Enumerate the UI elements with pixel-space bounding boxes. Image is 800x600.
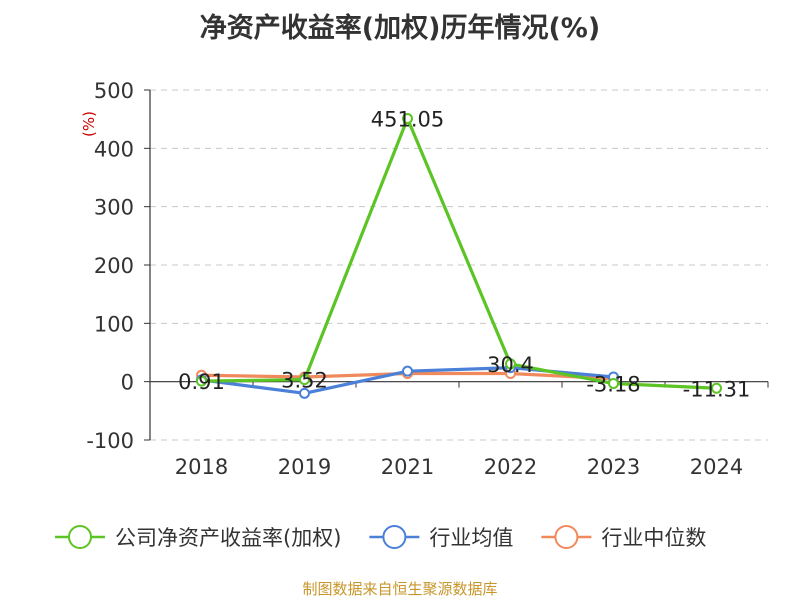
legend-item-2: 行业中位数 xyxy=(541,525,706,550)
legend-item-0: 公司净资产收益率(加权) xyxy=(55,525,341,550)
y-tick-label: 0 xyxy=(121,371,134,395)
legend: 公司净资产收益率(加权) 行业均值 行业中位数 xyxy=(55,525,706,550)
legend-label: 行业均值 xyxy=(429,526,513,550)
series-0 xyxy=(196,113,722,394)
legend-swatch-marker xyxy=(382,525,407,549)
series-point xyxy=(196,375,207,387)
y-tick-label: 300 xyxy=(94,196,134,220)
legend-label: 公司净资产收益率(加权) xyxy=(115,526,341,550)
series-point xyxy=(299,387,310,399)
data-label: 0.91 xyxy=(178,370,225,394)
data-label: 451.05 xyxy=(371,108,444,132)
series-point xyxy=(608,378,619,390)
series-point xyxy=(299,374,310,386)
y-tick-label: -100 xyxy=(86,429,134,453)
data-label: -11.31 xyxy=(683,377,751,401)
x-tick-label: 2024 xyxy=(690,455,743,479)
series-line xyxy=(201,116,717,390)
y-tick-label: 400 xyxy=(94,137,134,161)
series-point xyxy=(505,358,516,370)
data-label: 3.52 xyxy=(281,369,328,393)
source-note: 制图数据来自恒生聚源数据库 xyxy=(302,580,498,598)
legend-swatch-marker xyxy=(554,525,579,549)
axes: -100 0 100 200 300 400 500 2018 2019 2021 2022 2023… xyxy=(80,79,769,479)
series-lines xyxy=(196,113,722,399)
x-tick-label: 2018 xyxy=(175,455,228,479)
x-tick-label: 2019 xyxy=(278,455,331,479)
y-tick-label: 200 xyxy=(94,254,134,278)
y-axis-label: (%) xyxy=(80,111,98,137)
series-point xyxy=(711,382,722,394)
x-tick-label: 2021 xyxy=(381,455,434,479)
legend-item-1: 行业均值 xyxy=(369,525,513,550)
series-point xyxy=(402,113,413,125)
x-tick-label: 2023 xyxy=(587,455,640,479)
data-label: 30.4 xyxy=(487,353,534,377)
legend-label: 行业中位数 xyxy=(601,526,706,550)
x-tick-label: 2022 xyxy=(484,455,537,479)
series-point xyxy=(402,365,413,377)
data-labels: 0.91 3.52 451.05 30.4 -3.18 -11.31 xyxy=(178,108,750,402)
legend-swatch-marker xyxy=(68,525,92,549)
grid-lines xyxy=(150,89,768,441)
y-tick-label: 100 xyxy=(94,312,134,336)
chart-title: 净资产收益率(加权)历年情况(%) xyxy=(199,13,601,44)
data-label: -3.18 xyxy=(586,373,640,397)
y-tick-label: 500 xyxy=(94,79,134,103)
